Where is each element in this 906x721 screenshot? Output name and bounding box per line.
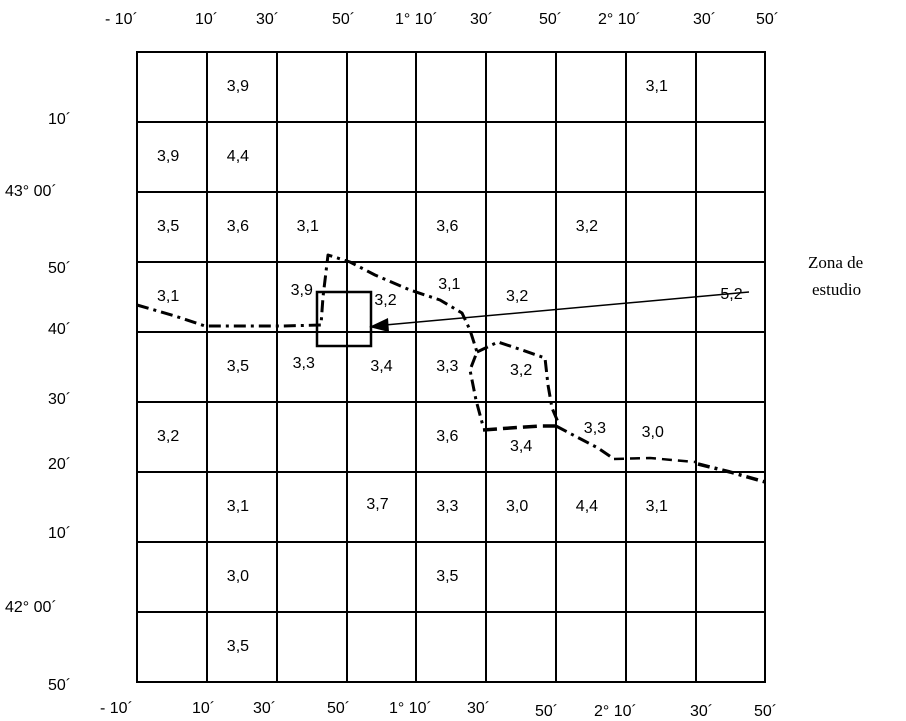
top-lon-label: 30´ <box>256 11 279 28</box>
top-lon-label: 50´ <box>756 11 779 28</box>
cell-value: 3,2 <box>576 218 598 235</box>
cell-value: 3,5 <box>227 638 249 655</box>
cell-value: 3,0 <box>506 498 528 515</box>
top-lon-label: 50´ <box>539 11 562 28</box>
cell-value: 3,2 <box>506 288 528 305</box>
cell-value: 3,3 <box>584 420 606 437</box>
cell-value: 3,4 <box>510 438 532 455</box>
cell-value: 5,2 <box>720 286 742 303</box>
cell-value: 3,1 <box>157 288 179 305</box>
lat-label: 30´ <box>48 391 71 408</box>
cell-value: 3,4 <box>370 358 392 375</box>
cell-value: 3,9 <box>157 148 179 165</box>
top-lon-label: 10´ <box>195 11 218 28</box>
top-lon-label: 1° 10´ <box>395 11 438 28</box>
study-zone-box <box>315 290 373 348</box>
cell-value: 3,6 <box>227 218 249 235</box>
cell-value: 3,9 <box>291 282 313 299</box>
cell-value: 3,3 <box>293 355 315 372</box>
cell-value: 3,0 <box>642 424 664 441</box>
cell-value: 3,1 <box>646 498 668 515</box>
boundary-line <box>697 462 766 484</box>
bottom-lon-label: 30´ <box>467 700 490 717</box>
lat-label: 43° 00´ <box>5 183 57 200</box>
lat-label: 50´ <box>48 260 71 277</box>
cell-value: 3,7 <box>366 496 388 513</box>
cell-values: 3,9 3,1 3,9 4,4 3,5 3,6 3,1 3,6 3,2 3,1 3,9 3,2 3,1 3… <box>157 78 743 655</box>
boundary-line <box>136 253 485 427</box>
arrow-line <box>384 291 750 326</box>
boundary-line <box>555 424 615 461</box>
top-lon-label: 30´ <box>470 11 493 28</box>
cell-value: 3,5 <box>157 218 179 235</box>
cell-value: 3,6 <box>436 428 458 445</box>
annotation-line-2: estudio <box>812 280 861 299</box>
grid-lines <box>136 51 766 683</box>
cell-value: 3,1 <box>227 498 249 515</box>
bottom-lon-label: 50´ <box>535 703 558 720</box>
lat-label: 20´ <box>48 456 71 473</box>
bottom-lon-label: 1° 10´ <box>389 700 432 717</box>
lat-label: 40´ <box>48 321 71 338</box>
latitude-labels: 10´ 43° 00´ 50´ 40´ 30´ 20´ 10´ 42° 00´ … <box>5 111 71 694</box>
bottom-lon-label: 30´ <box>253 700 276 717</box>
cell-value: 3,1 <box>438 276 460 293</box>
cell-value: 4,4 <box>576 498 598 515</box>
top-lon-label: 30´ <box>693 11 716 28</box>
top-lon-label: 50´ <box>332 11 355 28</box>
boundary-line <box>476 340 560 423</box>
cell-value: 3,2 <box>510 362 532 379</box>
boundary-line <box>613 456 696 464</box>
cell-value: 3,0 <box>227 568 249 585</box>
bottom-lon-label: 50´ <box>327 700 350 717</box>
bottom-lon-label: 30´ <box>690 703 713 720</box>
bottom-lon-label: 10´ <box>192 700 215 717</box>
top-lon-label: 2° 10´ <box>598 11 641 28</box>
cell-value: 3,2 <box>157 428 179 445</box>
bottom-longitude-labels: - 10´ 10´ 30´ 50´ 1° 10´ 30´ 50´ 2° 10´ … <box>100 700 777 720</box>
bottom-lon-label: 2° 10´ <box>594 703 637 720</box>
bottom-lon-label: - 10´ <box>100 700 133 717</box>
top-lon-label: - 10´ <box>105 11 138 28</box>
study-zone-arrow <box>369 291 750 332</box>
boundary-line <box>482 424 556 432</box>
cell-value: 4,4 <box>227 148 249 165</box>
annotation-line-1: Zona de <box>808 253 863 272</box>
bottom-lon-label: 50´ <box>754 703 777 720</box>
study-zone-annotation: Zona de estudio <box>808 253 863 299</box>
grid-border <box>136 51 766 683</box>
cell-value: 3,5 <box>227 358 249 375</box>
cell-value: 3,1 <box>297 218 319 235</box>
lat-label: 10´ <box>48 111 71 128</box>
region-boundary <box>136 253 766 484</box>
cell-value: 3,9 <box>227 78 249 95</box>
cell-value: 3,6 <box>436 218 458 235</box>
lat-label: 10´ <box>48 525 71 542</box>
lat-label: 42° 00´ <box>5 599 57 616</box>
cell-value: 3,3 <box>436 358 458 375</box>
top-longitude-labels: - 10´ 10´ 30´ 50´ 1° 10´ 30´ 50´ 2° 10´ … <box>105 11 779 28</box>
cell-value: 3,1 <box>646 78 668 95</box>
cell-value: 3,2 <box>374 292 396 309</box>
arrowhead-icon <box>369 318 389 332</box>
cell-value: 3,5 <box>436 568 458 585</box>
lat-label: 50´ <box>48 677 71 694</box>
cell-value: 3,3 <box>436 498 458 515</box>
